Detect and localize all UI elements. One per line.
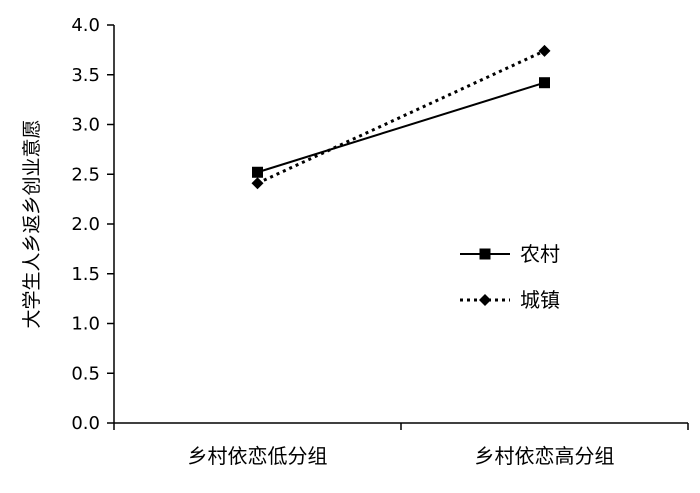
y-tick-label: 0.0	[71, 413, 100, 434]
x-category-label: 乡村依恋低分组	[188, 444, 328, 468]
y-tick-label: 2.0	[71, 214, 100, 235]
legend-marker	[479, 248, 491, 260]
series-rural	[252, 77, 550, 178]
y-tick-label: 1.5	[71, 264, 100, 285]
y-tick-label: 0.5	[71, 363, 100, 384]
series-urban	[251, 44, 551, 190]
y-tick-label: 2.5	[71, 164, 100, 185]
data-point	[251, 177, 264, 190]
legend-label: 城镇	[520, 288, 560, 312]
axes	[113, 25, 688, 424]
legend-item: 农村	[460, 242, 560, 266]
x-category-label: 乡村依恋高分组	[475, 444, 615, 468]
series-line	[257, 81, 545, 174]
data-point	[252, 166, 263, 178]
y-ticks: 0.0 0.5 1.0 1.5 2.0 2.5 3.0 3.5 4.0	[71, 15, 114, 434]
y-tick-label: 4.0	[71, 15, 100, 36]
legend-label: 农村	[520, 242, 560, 266]
x-ticks: 乡村依恋低分组 乡村依恋高分组	[113, 423, 689, 468]
y-tick-label: 3.0	[71, 115, 100, 136]
data-point	[539, 77, 550, 89]
y-tick-label: 3.5	[71, 65, 100, 86]
y-tick-label: 1.0	[71, 314, 100, 335]
legend-item: 城镇	[460, 288, 560, 312]
data-point	[538, 44, 551, 57]
series-line	[256, 49, 546, 185]
legend-marker	[479, 294, 491, 306]
series-group	[251, 44, 551, 190]
y-axis-label: 大学生人乡返乡创业意愿	[21, 119, 43, 328]
